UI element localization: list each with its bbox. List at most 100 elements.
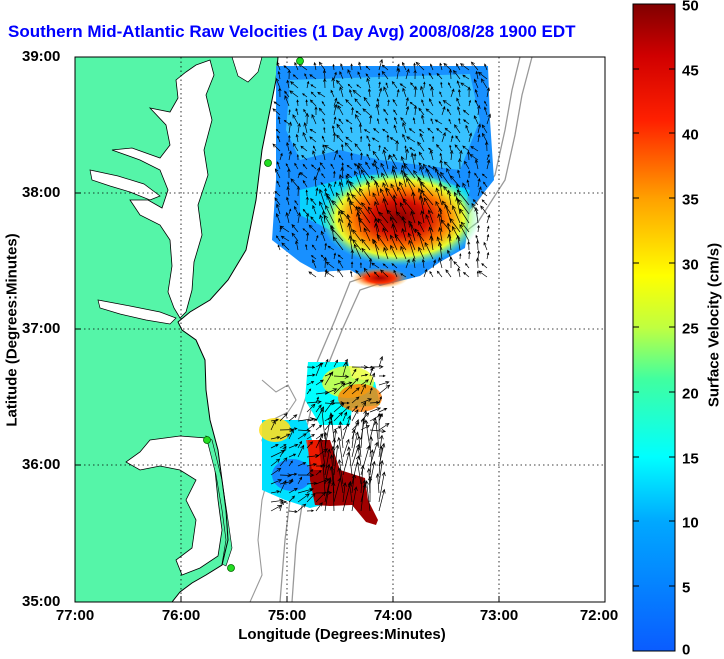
velocity-vector [389, 137, 398, 143]
velocity-vector [438, 256, 443, 269]
velocity-vector [349, 270, 353, 278]
velocity-vector [272, 143, 281, 152]
velocity-vector [315, 502, 323, 512]
velocity-vector [486, 214, 491, 224]
velocity-vector [338, 420, 344, 449]
velocity-vector [365, 180, 371, 197]
colorbar-ticks [633, 3, 675, 587]
velocity-vector [378, 144, 381, 152]
velocity-vector [329, 412, 335, 440]
velocity-vector [297, 476, 303, 485]
velocity-vector [339, 70, 344, 80]
velocity-vector [288, 428, 294, 440]
velocity-vector [468, 132, 473, 143]
velocity-vector [294, 205, 299, 215]
velocity-vector [355, 110, 362, 116]
velocity-vector [351, 409, 359, 422]
velocity-vector [389, 216, 398, 233]
x-tick-label: 75:00 [267, 607, 307, 624]
velocity-vector [342, 361, 348, 377]
velocity-vector [378, 81, 381, 89]
velocity-vector [382, 197, 389, 215]
velocity-vector [306, 423, 316, 431]
velocity-vector [303, 108, 308, 116]
velocity-vector [356, 84, 362, 89]
velocity-vector [300, 145, 308, 152]
velocity-vector [358, 217, 371, 233]
velocity-vector [413, 153, 417, 161]
velocity-vector [281, 242, 290, 251]
velocity-vector [484, 100, 488, 107]
velocity-vector [332, 132, 337, 143]
velocity-vector [363, 267, 371, 278]
velocity-vector [323, 77, 327, 89]
velocity-vector [340, 63, 344, 71]
velocity-vector [331, 76, 336, 89]
velocity-vector [290, 178, 299, 188]
velocity-vector [287, 181, 290, 188]
velocity-vector [324, 479, 332, 512]
velocity-vector [385, 82, 389, 89]
velocity-vector [274, 168, 281, 179]
x-tick-label: 72:00 [579, 607, 619, 624]
velocity-vector [477, 123, 482, 134]
velocity-vector [396, 63, 400, 71]
velocity-vector [351, 486, 358, 512]
velocity-vector [351, 405, 358, 413]
velocity-vector [336, 123, 344, 134]
velocity-vector [369, 407, 382, 413]
velocity-vector [315, 470, 322, 476]
velocity-vector [338, 210, 344, 224]
y-tick-label: 35:00 [22, 593, 61, 610]
velocity-vector [288, 472, 298, 476]
velocity-vector [395, 211, 407, 224]
velocity-vector [310, 84, 317, 89]
velocity-vector [383, 108, 389, 116]
velocity-vector [438, 181, 443, 197]
velocity-vector [462, 145, 470, 152]
velocity-vector [377, 218, 389, 233]
velocity-vector [309, 136, 317, 143]
colorbar-tick-label: 0 [682, 641, 691, 659]
velocity-vector [439, 91, 443, 98]
velocity-vector [413, 104, 418, 116]
velocity-vector [367, 475, 373, 503]
velocity-vector [419, 165, 425, 179]
velocity-vector [475, 239, 480, 251]
velocity-vector [402, 198, 416, 215]
velocity-vector [465, 263, 470, 269]
velocity-vector [338, 118, 344, 125]
velocity-vector [474, 172, 479, 179]
velocity-vector [430, 86, 434, 98]
velocity-vector [486, 233, 490, 242]
velocity-vector [351, 428, 356, 449]
velocity-vector [311, 164, 317, 170]
velocity-vector [345, 99, 353, 107]
velocity-vector [356, 211, 362, 233]
velocity-vector [434, 119, 443, 125]
velocity-vector [270, 479, 283, 485]
velocity-vector [288, 443, 299, 449]
velocity-vector [460, 82, 470, 89]
velocity-vector [377, 72, 381, 80]
velocity-vector [326, 194, 335, 215]
velocity-vector [338, 259, 344, 269]
velocity-vector [274, 197, 281, 206]
velocity-vector [309, 128, 317, 134]
velocity-vector [376, 98, 380, 107]
y-tick-label: 37:00 [22, 320, 61, 337]
velocity-vector [425, 214, 434, 233]
velocity-vector [423, 268, 428, 278]
velocity-vector [380, 162, 389, 179]
velocity-vector [438, 100, 443, 107]
velocity-vector [393, 109, 398, 116]
velocity-vector [432, 165, 443, 179]
velocity-vector [467, 240, 471, 251]
velocity-vector [410, 82, 416, 89]
velocity-vector [308, 224, 317, 233]
velocity-vector [270, 435, 281, 440]
velocity-vector [402, 133, 407, 143]
velocity-vector [325, 261, 335, 269]
velocity-vector [292, 74, 299, 80]
radar-site [264, 159, 272, 167]
